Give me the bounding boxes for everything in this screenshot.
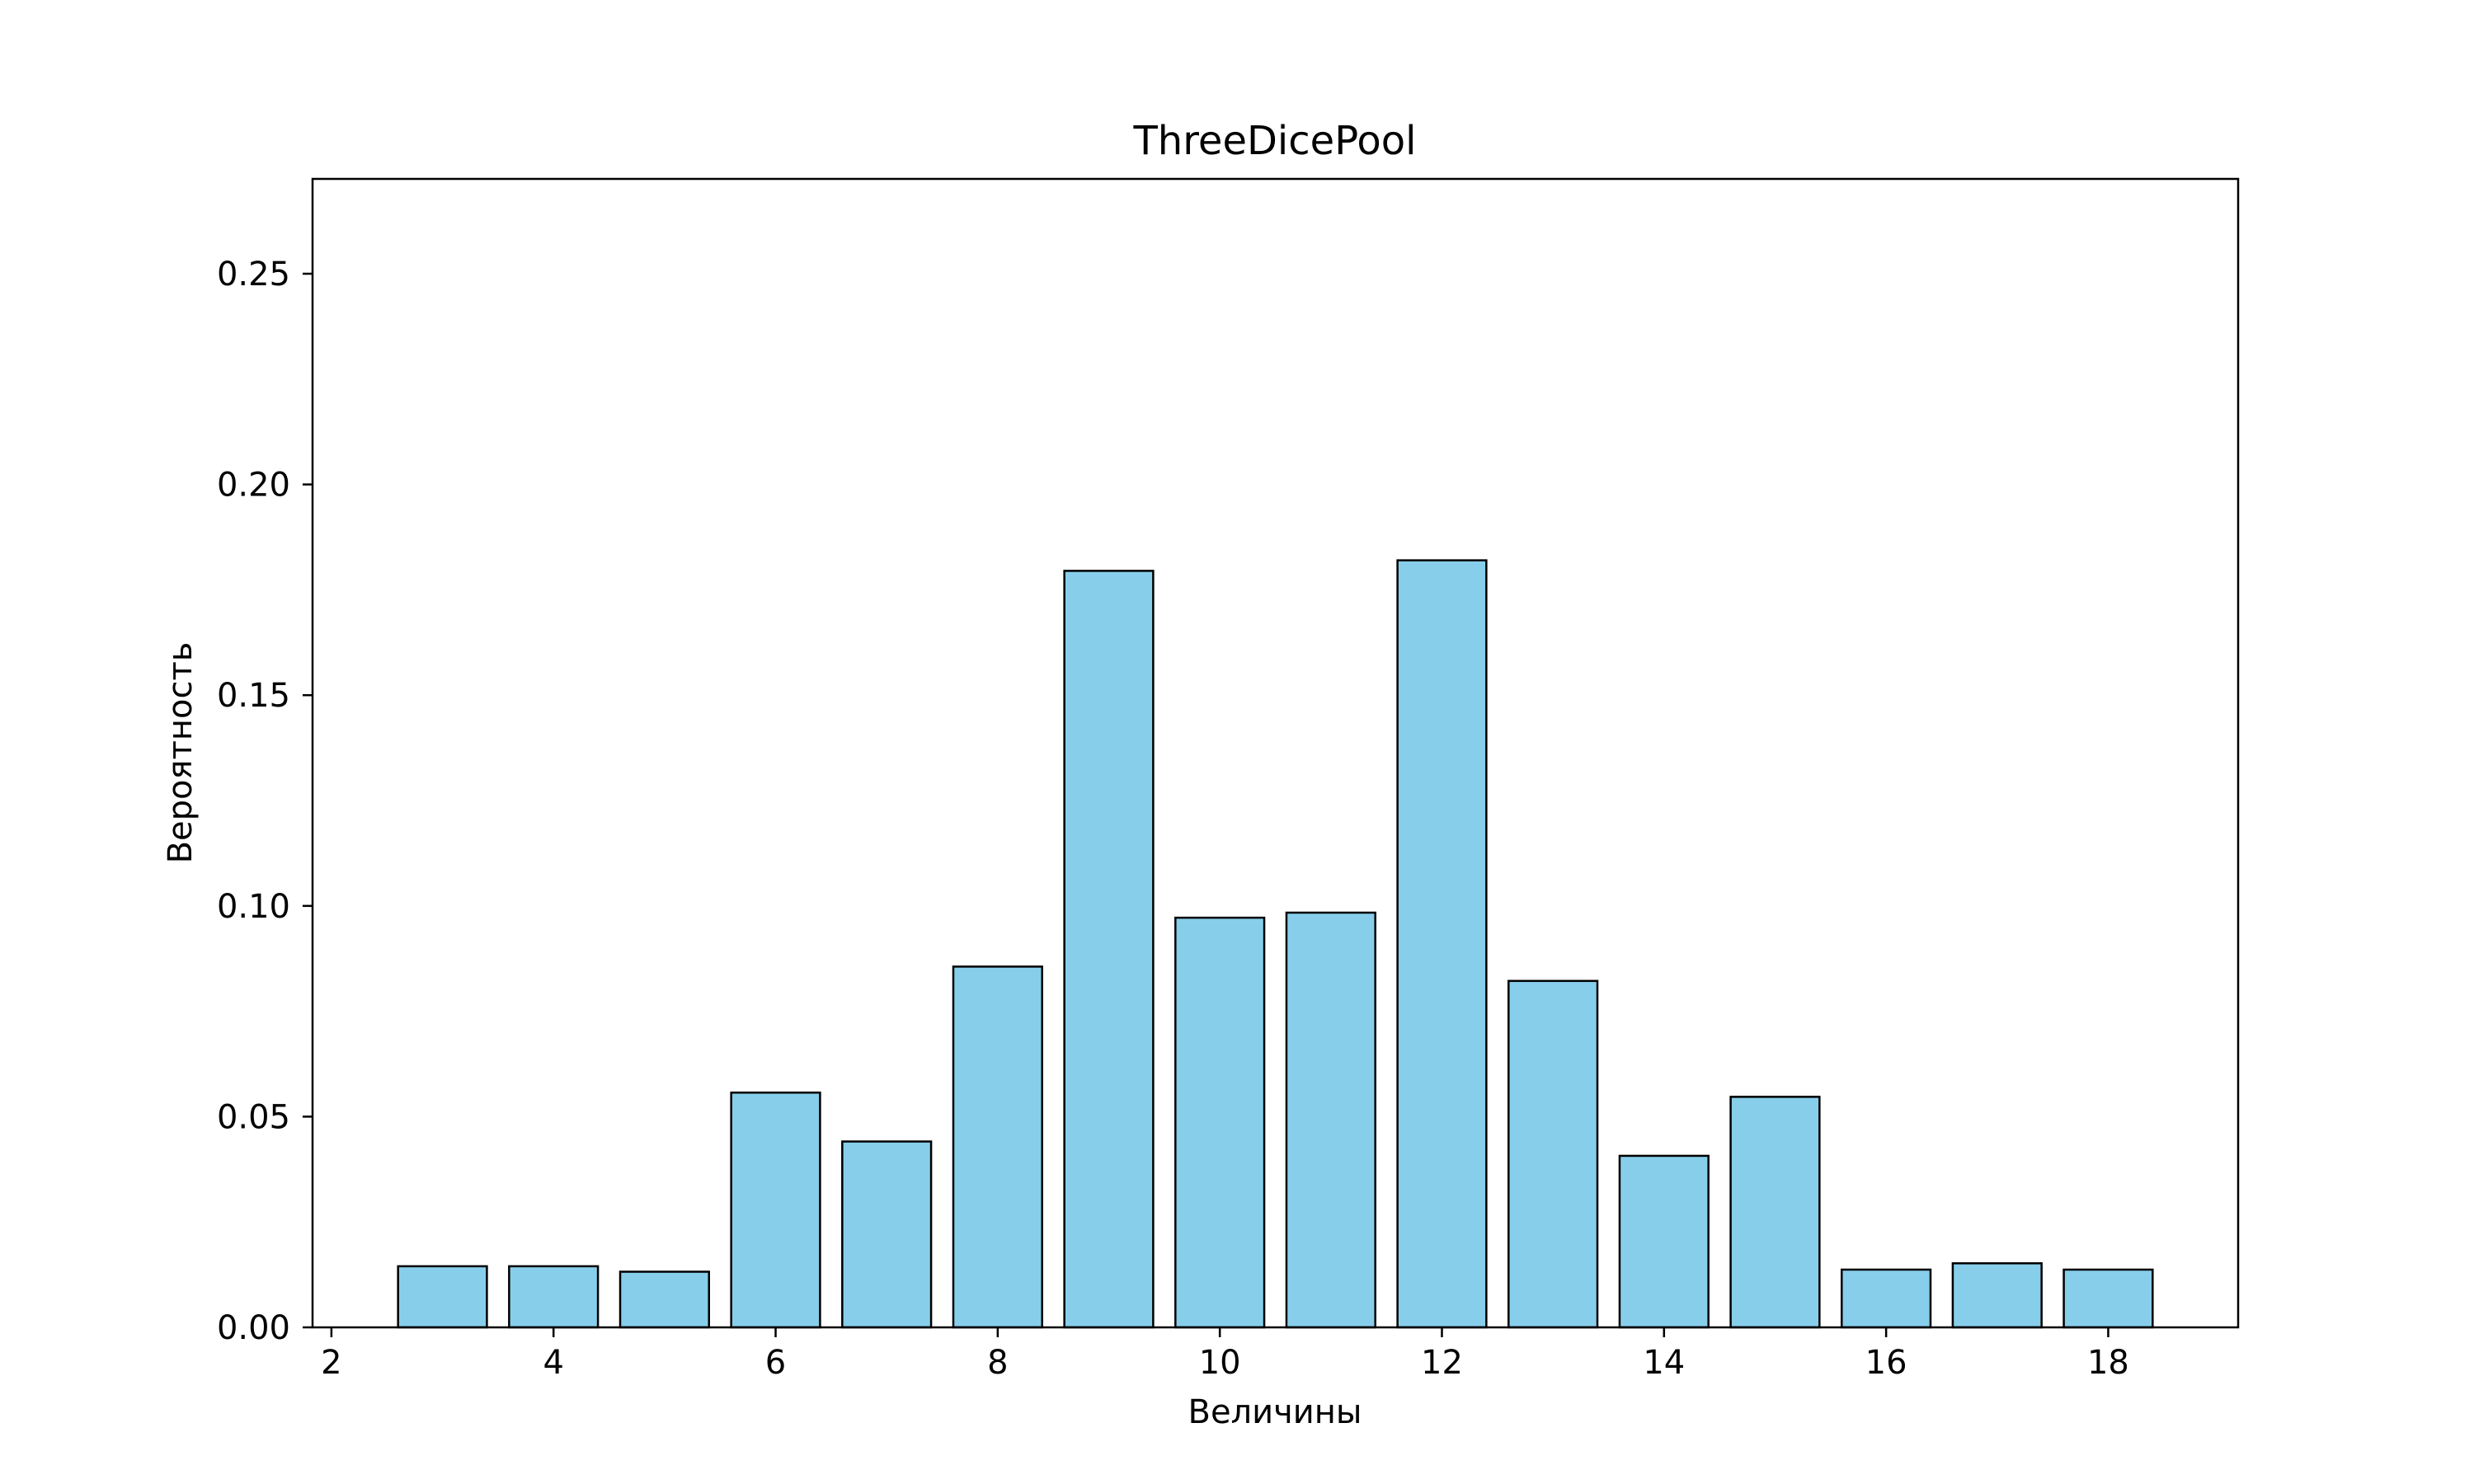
bar-15 [1729, 1096, 1821, 1329]
x-tick-label: 12 [1421, 1344, 1463, 1382]
bar-13 [1507, 979, 1599, 1329]
x-tick-label: 14 [1643, 1344, 1685, 1382]
y-tick-label: 0.05 [217, 1098, 290, 1136]
y-axis-label: Вероятность [162, 642, 200, 864]
bar-5 [618, 1270, 710, 1329]
bar-10 [1174, 916, 1266, 1329]
bar-3 [397, 1265, 488, 1329]
x-tick-label: 4 [543, 1344, 563, 1382]
x-tick-label: 6 [765, 1344, 786, 1382]
bar-7 [841, 1140, 933, 1329]
x-tick-label: 18 [2087, 1344, 2129, 1382]
y-axis: 0.00 0.05 0.10 0.15 0.20 0.25 [217, 256, 313, 1347]
y-tick-label: 0.20 [217, 467, 290, 505]
y-tick-label: 0.10 [217, 888, 290, 926]
bar-4 [508, 1265, 600, 1329]
bar-11 [1285, 911, 1376, 1329]
y-tick-label: 0.00 [217, 1309, 290, 1347]
y-tick-label: 0.25 [217, 256, 290, 294]
x-axis: 2 4 6 8 10 12 14 16 18 [321, 1327, 2129, 1382]
chart-title: ThreeDicePool [1132, 118, 1416, 164]
bar-9 [1063, 570, 1155, 1329]
bar-8 [952, 965, 1043, 1329]
bar-6 [730, 1092, 821, 1329]
y-tick-label: 0.15 [217, 677, 290, 715]
bar-12 [1396, 559, 1488, 1329]
plot-area-frame [311, 177, 2240, 1329]
x-axis-label: Величины [1188, 1393, 1362, 1431]
x-tick-label: 16 [1865, 1344, 1907, 1382]
x-tick-label: 10 [1199, 1344, 1241, 1382]
bar-16 [1841, 1268, 1932, 1329]
x-tick-label: 2 [321, 1344, 341, 1382]
x-tick-label: 8 [987, 1344, 1008, 1382]
bar-18 [2062, 1268, 2154, 1329]
bar-17 [1951, 1262, 2043, 1329]
bars-layer [397, 559, 2154, 1329]
bar-14 [1618, 1154, 1710, 1329]
